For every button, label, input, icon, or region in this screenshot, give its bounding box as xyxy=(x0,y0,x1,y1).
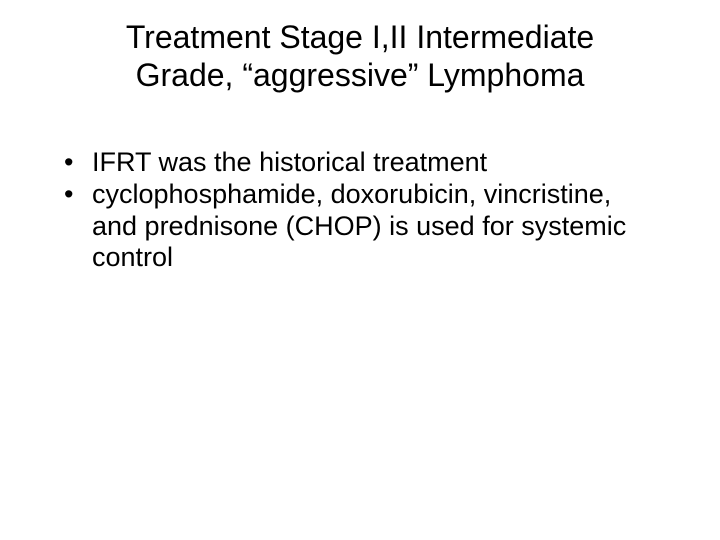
list-item: IFRT was the historical treatment xyxy=(64,147,660,179)
list-item: cyclophosphamide, doxorubicin, vincristi… xyxy=(64,179,660,275)
bullet-list: IFRT was the historical treatment cyclop… xyxy=(60,147,660,274)
slide-title: Treatment Stage I,II Intermediate Grade,… xyxy=(60,18,660,95)
slide-container: Treatment Stage I,II Intermediate Grade,… xyxy=(0,0,720,540)
